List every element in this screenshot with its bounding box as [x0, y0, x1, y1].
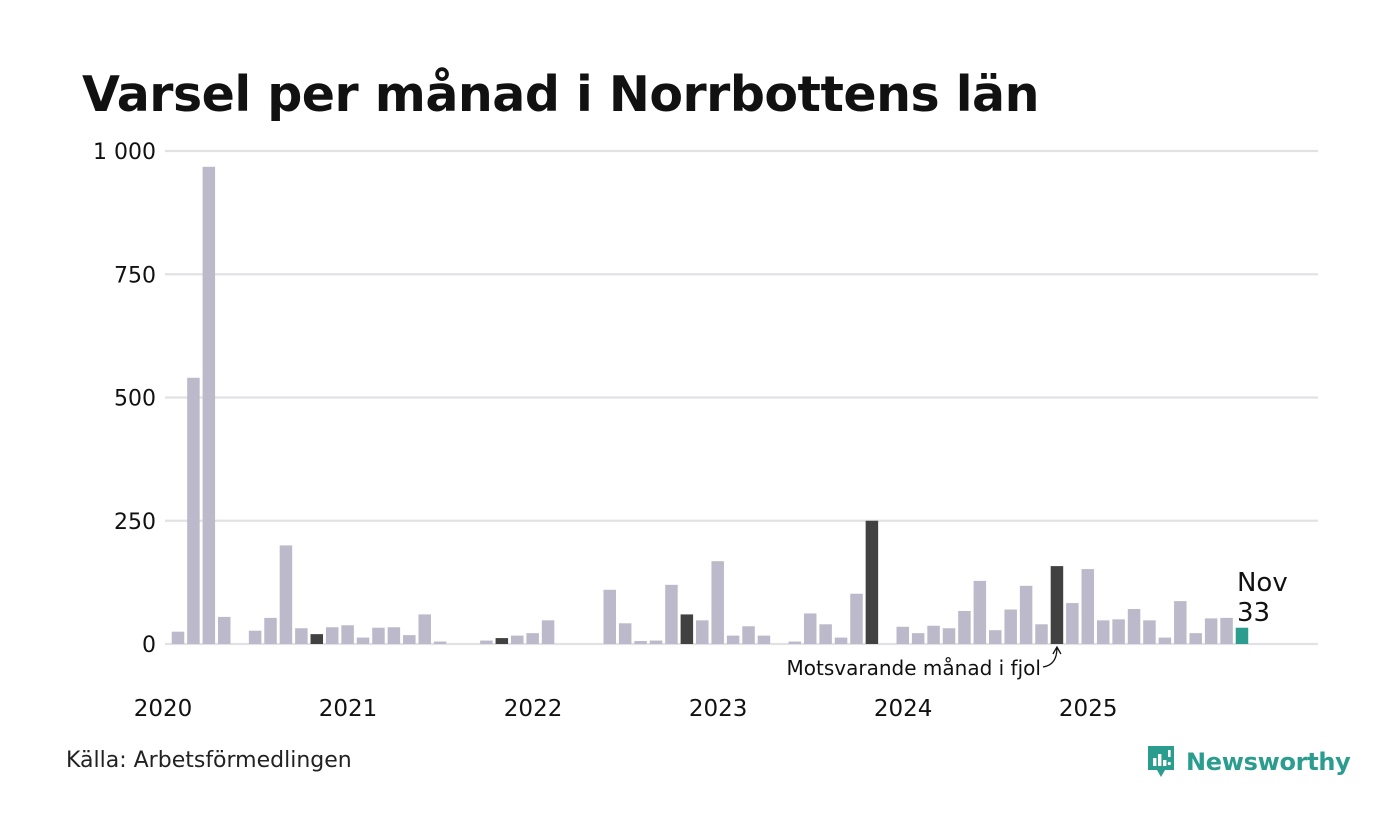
- bar: [726, 635, 740, 644]
- x-tick-label: 2021: [319, 696, 378, 722]
- bar: [264, 617, 277, 644]
- bar: [187, 377, 200, 644]
- bar: [171, 631, 185, 644]
- bar: [618, 623, 632, 644]
- bar: [850, 593, 863, 644]
- bar: [1096, 620, 1110, 644]
- brand-name: Newsworthy: [1186, 748, 1351, 776]
- y-tick-label: 500: [114, 387, 156, 412]
- bar: [433, 641, 447, 644]
- x-tick-label: 2025: [1059, 696, 1118, 722]
- bar: [325, 627, 339, 644]
- bar: [372, 627, 385, 644]
- chart-title: Varsel per månad i Norrbottens län: [82, 66, 1040, 123]
- bar: [526, 633, 539, 644]
- bar: [418, 614, 431, 644]
- bar: [1035, 624, 1048, 644]
- bar: [279, 545, 293, 644]
- bar: [757, 635, 771, 644]
- bar: [1158, 637, 1172, 644]
- bar: [295, 628, 308, 644]
- bar: [387, 627, 401, 644]
- x-tick-label: 2022: [504, 696, 563, 722]
- bar: [1066, 603, 1079, 644]
- bar: [1081, 569, 1095, 644]
- bar: [1220, 617, 1233, 644]
- bar-same-month-prior-year: [310, 634, 324, 644]
- bar: [341, 625, 354, 644]
- x-tick-label: 2023: [689, 696, 748, 722]
- bar: [788, 641, 802, 644]
- current-month-label: Nov 33: [1237, 568, 1288, 628]
- bar: [541, 620, 555, 644]
- bar: [603, 589, 617, 644]
- bar: [480, 640, 493, 644]
- annotation-group: Motsvarande månad i fjol: [787, 645, 1062, 680]
- bar: [1112, 619, 1125, 644]
- bar: [896, 626, 909, 644]
- bar: [1019, 585, 1033, 644]
- bar: [803, 613, 817, 644]
- bar-same-month-prior-year: [1050, 566, 1064, 644]
- bar: [634, 641, 647, 644]
- bar: [356, 637, 370, 644]
- bar: [973, 580, 987, 644]
- source-note: Källa: Arbetsförmedlingen: [66, 748, 352, 773]
- bar-same-month-prior-year: [495, 638, 509, 644]
- y-tick-label: 0: [142, 633, 156, 658]
- bar: [1174, 601, 1187, 644]
- bar: [911, 633, 925, 644]
- bar: [649, 640, 663, 644]
- current-month-name: Nov: [1237, 568, 1288, 598]
- bar: [927, 625, 940, 644]
- bar: [218, 616, 231, 644]
- bar-current-month: [1235, 627, 1249, 644]
- bars: [171, 166, 1249, 644]
- bar: [1004, 609, 1017, 644]
- bar: [742, 626, 755, 644]
- x-tick-label: 2020: [134, 696, 193, 722]
- bar-same-month-prior-year: [865, 520, 879, 644]
- y-axis-ticks: 0 250 500 750 1 000: [93, 140, 156, 658]
- bar: [1204, 618, 1218, 644]
- current-month-value: 33: [1237, 598, 1270, 628]
- bar: [1127, 608, 1141, 644]
- bar-chart: 0 250 500 750 1 000 2020 2021 2022 2023 2024 2025…: [93, 140, 1318, 722]
- bar: [834, 637, 848, 644]
- bar: [989, 630, 1002, 644]
- brand-logo: Newsworthy: [1146, 744, 1351, 780]
- annotation-arrow: [1042, 645, 1062, 668]
- bar: [248, 630, 262, 644]
- annotation-label: Motsvarande månad i fjol: [787, 656, 1041, 680]
- x-tick-label: 2024: [874, 696, 933, 722]
- bar: [1143, 620, 1156, 644]
- bar: [711, 561, 724, 644]
- y-tick-label: 250: [114, 510, 156, 535]
- grid-lines: [165, 149, 1318, 646]
- newsworthy-logo-icon: [1148, 746, 1174, 777]
- bar: [202, 166, 216, 644]
- bar: [696, 620, 709, 644]
- x-axis-ticks: 2020 2021 2022 2023 2024 2025: [134, 696, 1118, 722]
- bar: [942, 628, 956, 644]
- bar: [665, 584, 678, 644]
- y-tick-label: 1 000: [93, 140, 156, 165]
- bar: [958, 610, 971, 644]
- bar: [819, 624, 832, 644]
- y-tick-label: 750: [114, 263, 156, 288]
- bar-same-month-prior-year: [680, 614, 694, 644]
- bar: [403, 635, 416, 644]
- bar: [510, 635, 524, 644]
- bar: [1189, 633, 1202, 644]
